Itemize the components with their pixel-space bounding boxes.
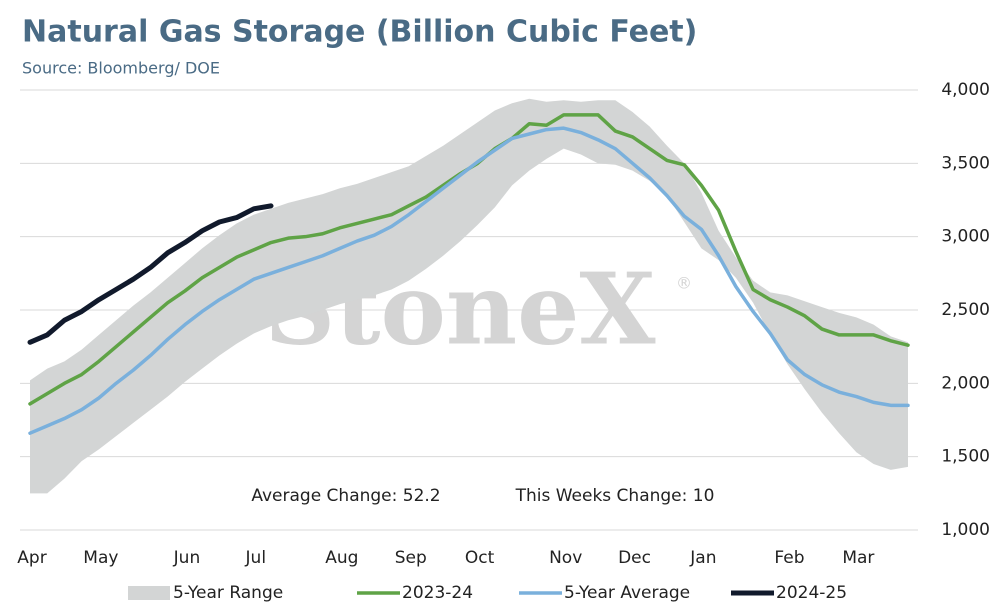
y-tick-label: 1,500	[941, 447, 990, 467]
legend-label: 5-Year Range	[173, 583, 283, 603]
x-tick-label: Apr	[17, 548, 46, 568]
y-tick-label: 2,500	[941, 300, 990, 320]
legend-label: 2024-25	[776, 583, 847, 603]
x-tick-label: Jun	[173, 548, 201, 568]
x-tick-label: Jul	[245, 548, 267, 568]
x-tick-label: Aug	[325, 548, 358, 568]
legend-label: 5-Year Average	[564, 583, 690, 603]
x-tick-label: Dec	[618, 548, 651, 568]
legend-label: 2023-24	[402, 583, 473, 603]
y-tick-label: 3,000	[941, 227, 990, 247]
x-tick-label: Jan	[689, 548, 716, 568]
watermark-mark: ®	[676, 274, 692, 293]
series-line	[28, 126, 910, 435]
x-tick-label: Feb	[774, 548, 804, 568]
y-tick-label: 2,000	[941, 373, 990, 393]
range-band	[30, 98, 908, 494]
x-tick-label: Nov	[549, 548, 582, 568]
series-line	[27, 203, 274, 345]
legend-swatch	[128, 586, 170, 600]
annotation: Average Change: 52.2	[251, 486, 440, 506]
y-tick-label: 4,000	[941, 80, 990, 100]
x-tick-label: Sep	[395, 548, 427, 568]
chart-subtitle: Source: Bloomberg/ DOE	[22, 59, 220, 78]
x-tick-label: Mar	[842, 548, 874, 568]
annotation: This Weeks Change: 10	[515, 486, 715, 506]
y-tick-label: 3,500	[941, 153, 990, 173]
chart-title: Natural Gas Storage (Billion Cubic Feet)	[22, 15, 697, 50]
y-tick-label: 1,000	[941, 520, 990, 540]
x-tick-label: May	[83, 548, 118, 568]
x-tick-label: Oct	[465, 548, 495, 568]
